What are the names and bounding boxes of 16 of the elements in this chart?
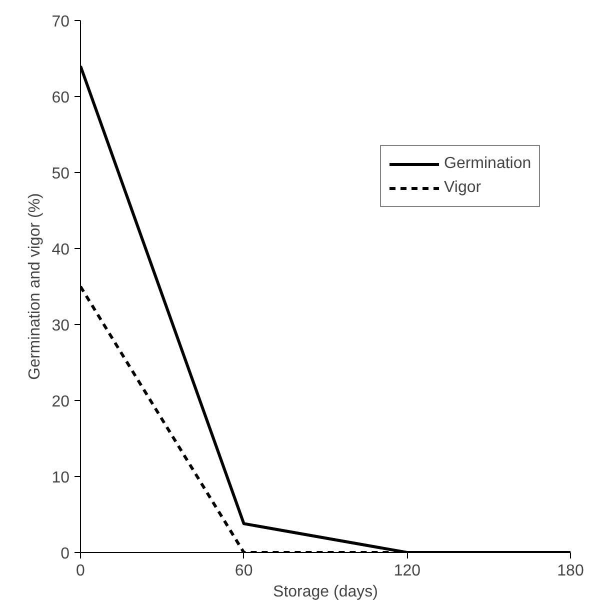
x-tick-label: 120 xyxy=(394,562,421,580)
y-tick-label: 70 xyxy=(52,14,70,30)
y-tick-label: 40 xyxy=(52,242,70,258)
x-axis-title: Storage (days) xyxy=(273,584,378,600)
x-tick-label: 60 xyxy=(234,562,253,580)
y-tick-label: 50 xyxy=(52,166,70,182)
y-tick-label: 10 xyxy=(52,470,70,486)
x-tick-label: 180 xyxy=(557,562,584,580)
x-tick-label: 0 xyxy=(76,562,86,580)
y-tick-label: 30 xyxy=(52,318,70,334)
y-tick-label: 60 xyxy=(52,90,70,106)
y-axis-title: Germination and vigor (%) xyxy=(26,193,44,380)
legend-label: Germination xyxy=(444,155,532,173)
legend-label: Vigor xyxy=(444,179,482,197)
y-tick-label: 0 xyxy=(60,546,70,562)
y-tick-label: 20 xyxy=(52,394,70,410)
